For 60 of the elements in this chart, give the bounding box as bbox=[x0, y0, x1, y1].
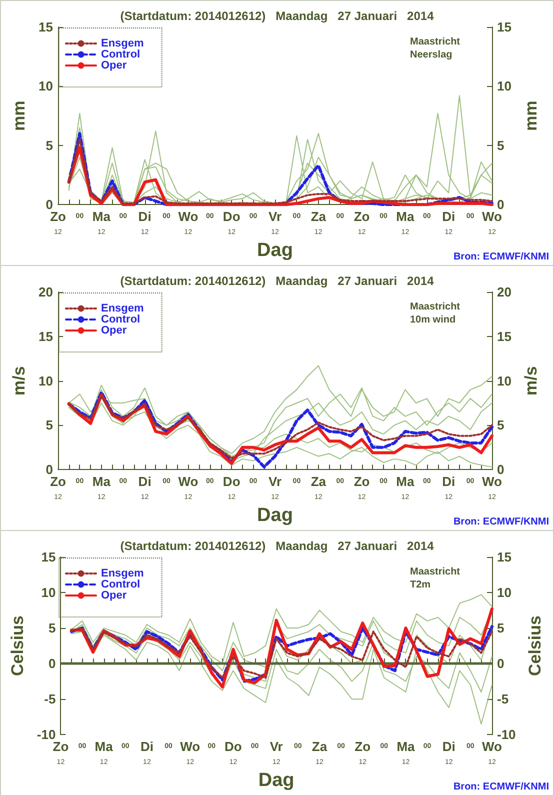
y-tick-label: 20 bbox=[38, 284, 53, 300]
y-tick-label: -10 bbox=[36, 727, 56, 742]
y2-tick-label: 5 bbox=[497, 138, 504, 153]
y2-tick-label: -10 bbox=[497, 727, 516, 742]
y2-tick-label: 15 bbox=[497, 20, 512, 34]
y-tick-label: 15 bbox=[38, 328, 53, 344]
y2-tick-label: 20 bbox=[497, 284, 512, 300]
text: Bron: ECMWF/KNMI bbox=[453, 782, 550, 792]
legend-label: Oper bbox=[101, 590, 128, 602]
annotation: Maastricht bbox=[410, 302, 461, 312]
y2-tick-label: 0 bbox=[497, 656, 504, 672]
y2-tick-label: 10 bbox=[497, 373, 512, 388]
legend-label: Ensgem bbox=[101, 568, 144, 580]
y-tick-label: 15 bbox=[38, 20, 53, 34]
y2-tick-label: 5 bbox=[497, 418, 504, 433]
y2-tick-label: 15 bbox=[497, 550, 512, 564]
legend-label: Oper bbox=[101, 324, 128, 336]
text: Bron: ECMWF/KNMI bbox=[453, 252, 550, 262]
annotation: 10m wind bbox=[410, 314, 456, 326]
y2-tick-label: 10 bbox=[497, 78, 512, 94]
y-tick-label: 5 bbox=[46, 418, 53, 433]
y2-tick-label: 0 bbox=[497, 197, 504, 212]
y-tick-label: 15 bbox=[41, 550, 56, 564]
annotation: Maastricht bbox=[410, 36, 461, 48]
annotation: T2m bbox=[410, 580, 431, 590]
chart-title: (Startdatum: 2014012612) Maandag 27 Januari 2014 bbox=[120, 274, 434, 288]
y-tick-label: 5 bbox=[46, 138, 53, 153]
y-tick-label: 10 bbox=[41, 585, 56, 600]
y-axis-title: Celsius bbox=[8, 616, 27, 676]
chart-title: (Startdatum: 2014012612) Maandag 27 Januari 2014 bbox=[120, 539, 434, 553]
y2-tick-label: 5 bbox=[497, 620, 504, 636]
x-axis-title: Dag bbox=[257, 240, 293, 261]
y-tick-label: 10 bbox=[38, 373, 53, 388]
y2-tick-label: 15 bbox=[497, 328, 512, 344]
legend-label: Control bbox=[101, 48, 140, 60]
y-tick-label: 10 bbox=[38, 78, 53, 94]
x-axis-title: Dag bbox=[258, 770, 294, 791]
y2-tick-label: 10 bbox=[497, 585, 512, 600]
y-axis-title: mm bbox=[10, 100, 29, 131]
annotation: Neerslag bbox=[410, 50, 452, 60]
y2-tick-label: -5 bbox=[497, 692, 509, 707]
y-tick-label: 0 bbox=[46, 197, 53, 212]
text: Bron: ECMWF/KNMI bbox=[453, 516, 550, 528]
y-tick-label: 5 bbox=[48, 620, 56, 636]
y2-tick-label: 0 bbox=[497, 462, 504, 478]
chart-title: (Startdatum: 2014012612) Maandag 27 Januari 2014 bbox=[120, 9, 434, 23]
legend-label: Control bbox=[101, 314, 140, 326]
legend-label: Oper bbox=[101, 60, 128, 72]
y-tick-label: -5 bbox=[44, 692, 56, 707]
annotation: Maastricht bbox=[410, 566, 461, 578]
x-axis-title: Dag bbox=[257, 505, 293, 526]
y-axis-title: m/s bbox=[10, 366, 29, 396]
y2-axis-title: mm bbox=[521, 100, 540, 131]
y2-axis-title: m/s bbox=[521, 366, 540, 396]
legend-label: Ensgem bbox=[101, 38, 144, 50]
y-tick-label: 0 bbox=[48, 656, 56, 672]
y-tick-label: 0 bbox=[46, 462, 53, 478]
legend-label: Control bbox=[101, 578, 140, 590]
y2-axis-title: Celsius bbox=[526, 616, 545, 676]
legend-label: Ensgem bbox=[101, 302, 144, 314]
